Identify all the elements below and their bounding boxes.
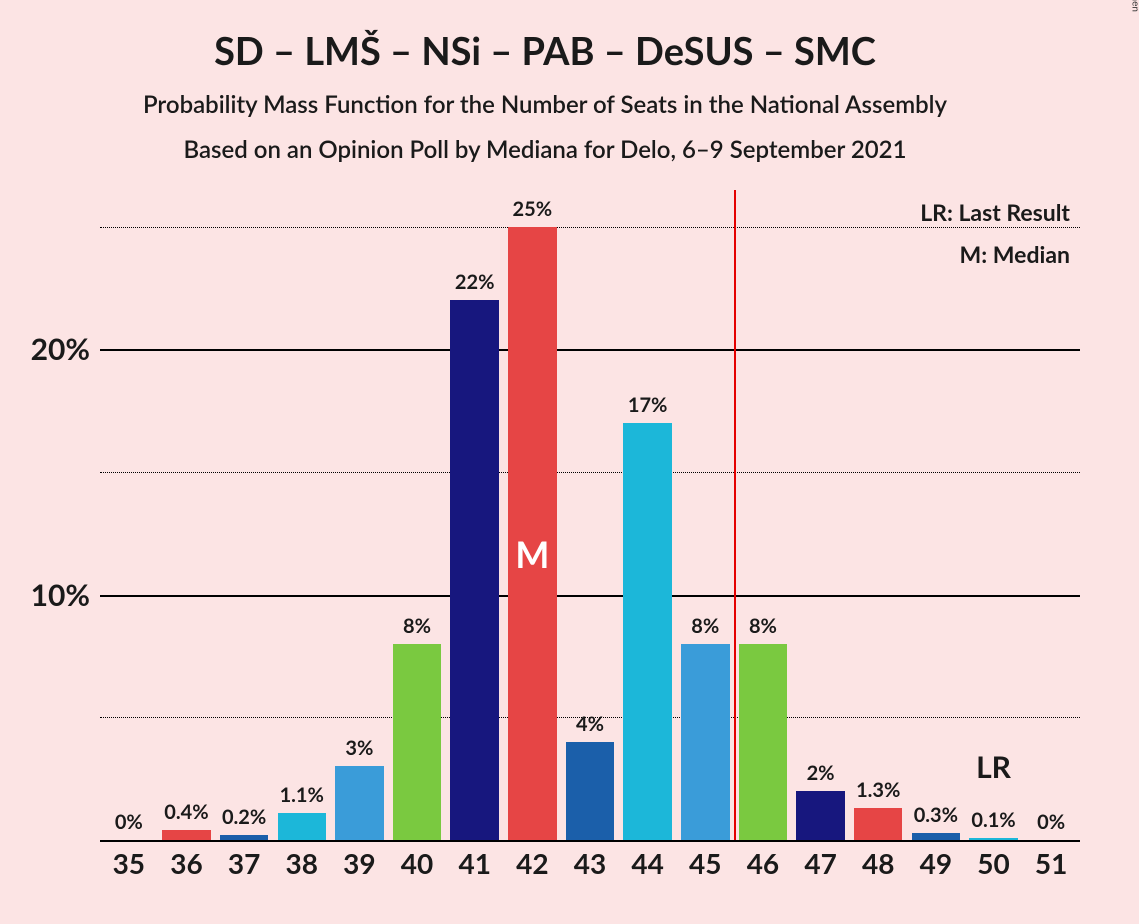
bar-value-label: 1.1%	[280, 783, 324, 807]
x-axis-tick-label: 51	[1035, 846, 1067, 880]
bar-value-label: 2%	[807, 761, 835, 785]
bar-value-label: 8%	[691, 614, 719, 638]
gridline-major	[100, 840, 1080, 842]
x-axis-tick-label: 36	[170, 846, 202, 880]
median-label: M	[515, 532, 549, 576]
bar	[912, 833, 960, 840]
bar-value-label: 1.3%	[856, 778, 900, 802]
bar-value-label: 0.3%	[914, 803, 958, 827]
bar	[220, 835, 268, 840]
bar	[335, 766, 383, 840]
last-result-axis-label: LR	[976, 749, 1011, 785]
x-axis-tick-label: 46	[747, 846, 779, 880]
bar	[566, 742, 614, 840]
bar	[450, 300, 498, 840]
x-axis-tick-label: 45	[689, 846, 721, 880]
x-axis-tick-label: 40	[401, 846, 433, 880]
x-axis-tick-label: 38	[286, 846, 318, 880]
x-axis-tick-label: 41	[458, 846, 490, 880]
bar-value-label: 8%	[749, 614, 777, 638]
x-axis-tick-label: 39	[343, 846, 375, 880]
bar	[393, 644, 441, 840]
x-axis-tick-label: 50	[977, 846, 1009, 880]
bar-value-label: 17%	[628, 393, 668, 417]
bar-value-label: 0%	[1037, 810, 1065, 834]
chart-title: SD – LMŠ – NSi – PAB – DeSUS – SMC	[0, 28, 1090, 74]
bar	[162, 830, 210, 840]
last-result-line	[734, 190, 736, 840]
bar-value-label: 4%	[576, 712, 604, 736]
gridline-minor	[100, 472, 1080, 473]
x-axis-tick-label: 37	[228, 846, 260, 880]
copyright-text: © 2021 Filip van Laenen	[1129, 0, 1139, 12]
bar	[854, 808, 902, 840]
x-axis-tick-label: 43	[574, 846, 606, 880]
y-axis-tick-label: 20%	[31, 331, 90, 367]
x-axis-tick-label: 42	[516, 846, 548, 880]
bar	[681, 644, 729, 840]
gridline-minor	[100, 227, 1080, 228]
chart-subtitle-2: Based on an Opinion Poll by Mediana for …	[0, 135, 1090, 164]
legend-median: M: Median	[960, 240, 1070, 268]
chart-frame: SD – LMŠ – NSi – PAB – DeSUS – SMC Proba…	[0, 0, 1139, 924]
bar-value-label: 0.2%	[222, 805, 266, 829]
bar-value-label: 8%	[403, 614, 431, 638]
plot-area: LR: Last Result M: Median 10%20%0%350.4%…	[100, 190, 1080, 840]
bar-value-label: 0.1%	[971, 808, 1015, 832]
x-axis-tick-label: 49	[920, 846, 952, 880]
gridline-major	[100, 595, 1080, 597]
bar	[969, 838, 1017, 840]
bar-value-label: 25%	[513, 197, 553, 221]
bar-value-label: 3%	[345, 736, 373, 760]
x-axis-tick-label: 44	[631, 846, 663, 880]
gridline-major	[100, 349, 1080, 351]
x-axis-tick-label: 35	[113, 846, 145, 880]
bar-value-label: 0.4%	[164, 800, 208, 824]
chart-subtitle-1: Probability Mass Function for the Number…	[0, 90, 1090, 119]
bar	[739, 644, 787, 840]
bar	[278, 813, 326, 840]
bar	[623, 423, 671, 840]
bar-value-label: 22%	[455, 270, 495, 294]
bar-value-label: 0%	[115, 810, 143, 834]
bar	[796, 791, 844, 840]
x-axis-tick-label: 47	[804, 846, 836, 880]
x-axis-tick-label: 48	[862, 846, 894, 880]
legend-last-result: LR: Last Result	[920, 198, 1070, 226]
y-axis-tick-label: 10%	[31, 577, 90, 613]
